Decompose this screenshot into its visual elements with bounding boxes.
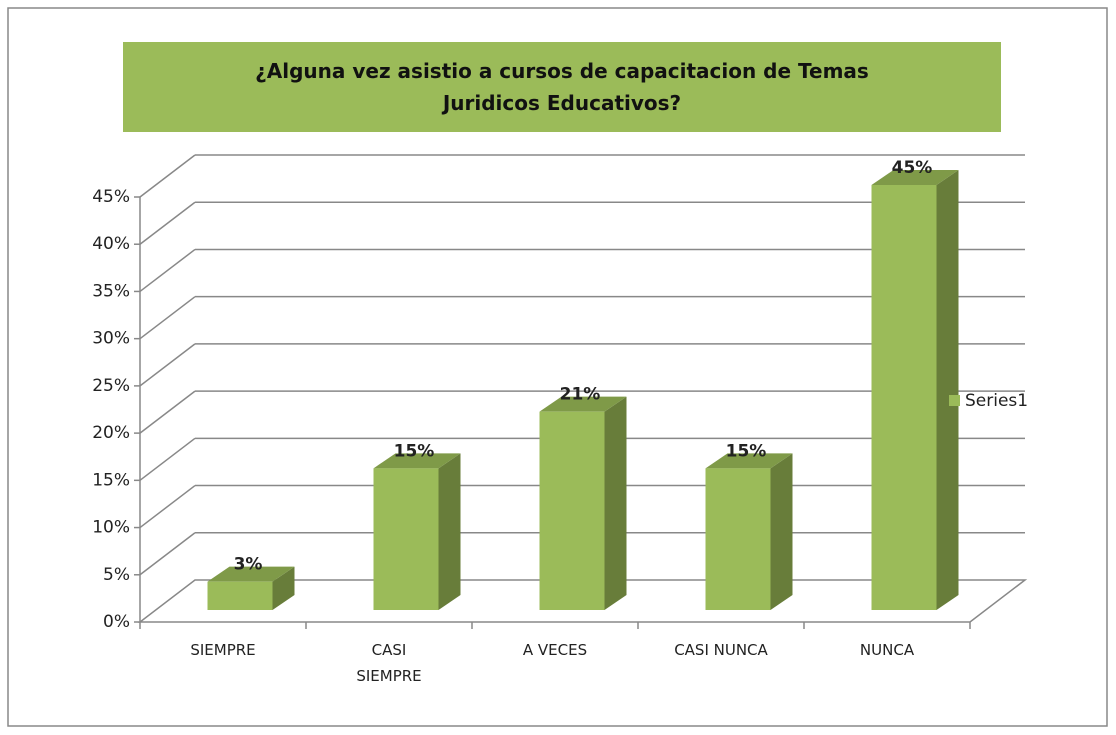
bar-top: [539, 396, 627, 412]
y-tick-label: 10%: [92, 518, 130, 538]
bar: [373, 468, 439, 610]
data-label: 21%: [560, 385, 601, 405]
bar-top: [373, 453, 461, 469]
bar: [207, 581, 273, 610]
bar: [871, 185, 937, 610]
legend-swatch: [949, 395, 960, 406]
data-label: 45%: [892, 158, 933, 178]
bar-side: [770, 453, 793, 610]
bar-side: [438, 453, 461, 610]
grid-line-side: [139, 437, 196, 481]
bar-top: [871, 170, 959, 185]
y-tick-label: 20%: [92, 423, 130, 443]
grid-line-side: [139, 532, 196, 576]
bar-top: [207, 566, 295, 582]
bar-side: [936, 170, 959, 610]
grid-line-side: [139, 343, 196, 387]
x-tick-label: CASI NUNCA: [674, 641, 768, 659]
x-tick-label: SIEMPRE: [190, 641, 256, 659]
y-tick-label: 25%: [92, 376, 130, 396]
grid-line-side: [139, 296, 196, 340]
data-label: 15%: [726, 441, 767, 461]
chart-border: [7, 7, 1108, 727]
data-label: 15%: [394, 441, 435, 461]
x-tick-label: CASI SIEMPRE: [356, 641, 422, 685]
y-tick-label: 15%: [92, 470, 130, 490]
floor: [137, 579, 1028, 623]
grid-line-side: [139, 248, 196, 293]
y-tick-label: 0%: [103, 612, 130, 632]
grid-line-side: [139, 201, 196, 245]
grid-line-side: [139, 484, 196, 529]
grid-line-side: [139, 390, 196, 434]
bar: [705, 468, 771, 610]
grid-line-side: [139, 154, 196, 198]
y-tick-label: 5%: [103, 565, 130, 585]
y-tick-label: 35%: [92, 281, 130, 301]
y-tick-label: 45%: [92, 187, 130, 207]
legend-label: Series1: [965, 391, 1028, 411]
y-tick-label: 30%: [92, 329, 130, 349]
x-tick-label: A VECES: [522, 641, 588, 659]
bar-side: [272, 566, 295, 610]
chart-title: ¿Alguna vez asistio a cursos de capacita…: [123, 42, 1001, 132]
data-label: 3%: [234, 555, 263, 575]
y-tick-label: 40%: [92, 234, 130, 254]
bar-top: [705, 453, 793, 469]
x-tick-label: NUNCA: [859, 641, 915, 659]
bar: [539, 411, 605, 610]
bar-side: [604, 396, 627, 610]
